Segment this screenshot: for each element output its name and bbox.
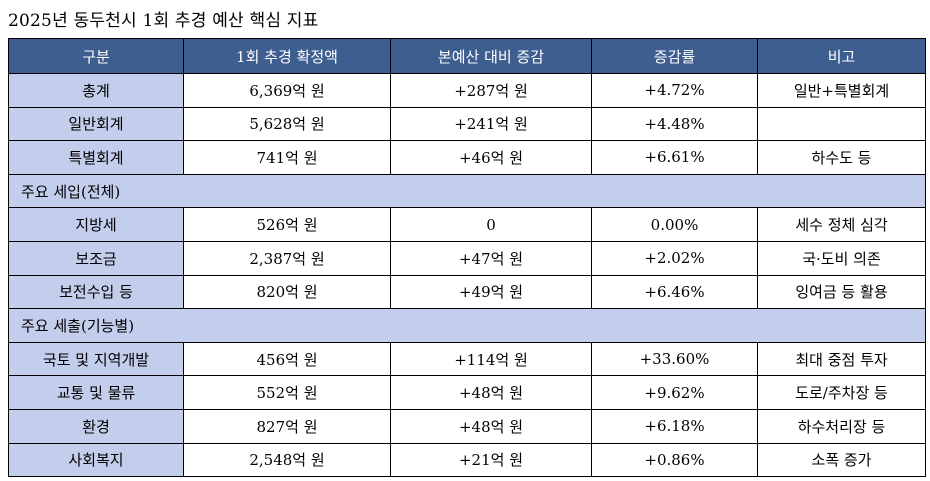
table-header-row: 구분 1회 추경 확정액 본예산 대비 증감 증감률 비고 <box>8 38 926 74</box>
row-change: +47억 원 <box>390 240 592 276</box>
page-title: 2025년 동두천시 1회 추경 예산 핵심 지표 <box>8 11 319 31</box>
section-row: 주요 세출(기능별) <box>8 308 926 343</box>
table-row: 보전수입 등 820억 원 +49억 원 +6.46% 잉여금 등 활용 <box>8 274 926 310</box>
row-amount: 552억 원 <box>183 375 391 410</box>
column-header: 증감률 <box>591 38 758 74</box>
row-note <box>757 106 926 142</box>
row-rate: +6.18% <box>591 408 758 444</box>
section-row: 주요 세입(전체) <box>8 173 926 209</box>
table-row: 교통 및 물류 552억 원 +48억 원 +9.62% 도로/주차장 등 <box>8 375 926 410</box>
row-note: 도로/주차장 등 <box>757 375 926 410</box>
row-change: +287억 원 <box>390 73 592 108</box>
row-rate: +33.60% <box>591 341 758 377</box>
row-note: 일반+특별회계 <box>757 73 926 108</box>
row-note: 최대 중점 투자 <box>757 341 926 377</box>
row-change: +114억 원 <box>390 341 592 377</box>
row-rate: 0.00% <box>591 207 758 242</box>
row-note: 국·도비 의존 <box>757 240 926 276</box>
row-category: 보조금 <box>8 240 184 276</box>
table-row: 지방세 526억 원 0 0.00% 세수 정체 심각 <box>8 207 926 242</box>
row-note: 하수도 등 <box>757 140 926 175</box>
column-header: 비고 <box>757 38 926 74</box>
row-category: 특별회계 <box>8 140 184 175</box>
table-row: 특별회계 741억 원 +46억 원 +6.61% 하수도 등 <box>8 140 926 175</box>
row-change: +49억 원 <box>390 274 592 310</box>
table-row: 보조금 2,387억 원 +47억 원 +2.02% 국·도비 의존 <box>8 240 926 276</box>
row-change: +241억 원 <box>390 106 592 142</box>
table-row: 국토 및 지역개발 456억 원 +114억 원 +33.60% 최대 중점 투자 <box>8 341 926 377</box>
row-amount: 2,387억 원 <box>183 240 391 276</box>
row-rate: +6.46% <box>591 274 758 310</box>
column-header: 본예산 대비 증감 <box>390 38 592 74</box>
row-category: 보전수입 등 <box>8 274 184 310</box>
column-header: 1회 추경 확정액 <box>183 38 391 74</box>
row-rate: +6.61% <box>591 140 758 175</box>
row-category: 국토 및 지역개발 <box>8 341 184 377</box>
table-row: 일반회계 5,628억 원 +241억 원 +4.48% <box>8 106 926 142</box>
row-category: 사회복지 <box>8 442 184 478</box>
table-row: 환경 827억 원 +48억 원 +6.18% 하수처리장 등 <box>8 408 926 444</box>
row-amount: 820억 원 <box>183 274 391 310</box>
row-category: 총계 <box>8 73 184 108</box>
row-change: +48억 원 <box>390 408 592 444</box>
row-category: 지방세 <box>8 207 184 242</box>
row-note: 소폭 증가 <box>757 442 926 478</box>
row-rate: +4.72% <box>591 73 758 108</box>
row-change: +46억 원 <box>390 140 592 175</box>
row-amount: 2,548억 원 <box>183 442 391 478</box>
row-category: 환경 <box>8 408 184 444</box>
row-rate: +0.86% <box>591 442 758 478</box>
row-change: 0 <box>390 207 592 242</box>
row-category: 일반회계 <box>8 106 184 142</box>
row-amount: 741억 원 <box>183 140 391 175</box>
row-amount: 5,628억 원 <box>183 106 391 142</box>
row-amount: 827억 원 <box>183 408 391 444</box>
row-change: +21억 원 <box>390 442 592 478</box>
section-label: 주요 세출(기능별) <box>8 308 926 343</box>
row-note: 세수 정체 심각 <box>757 207 926 242</box>
row-amount: 456억 원 <box>183 341 391 377</box>
table-row: 총계 6,369억 원 +287억 원 +4.72% 일반+특별회계 <box>8 73 926 108</box>
table-row: 사회복지 2,548억 원 +21억 원 +0.86% 소폭 증가 <box>8 442 926 478</box>
row-change: +48억 원 <box>390 375 592 410</box>
column-header: 구분 <box>8 38 184 74</box>
row-note: 하수처리장 등 <box>757 408 926 444</box>
row-note: 잉여금 등 활용 <box>757 274 926 310</box>
row-amount: 6,369억 원 <box>183 73 391 108</box>
row-rate: +4.48% <box>591 106 758 142</box>
table-body: 총계 6,369억 원 +287억 원 +4.72% 일반+특별회계 일반회계 5,628억… <box>8 73 926 478</box>
row-rate: +2.02% <box>591 240 758 276</box>
row-category: 교통 및 물류 <box>8 375 184 410</box>
budget-table: 구분 1회 추경 확정액 본예산 대비 증감 증감률 비고 총계 6,369억 원… <box>8 38 926 478</box>
row-rate: +9.62% <box>591 375 758 410</box>
section-label: 주요 세입(전체) <box>8 173 926 209</box>
row-amount: 526억 원 <box>183 207 391 242</box>
